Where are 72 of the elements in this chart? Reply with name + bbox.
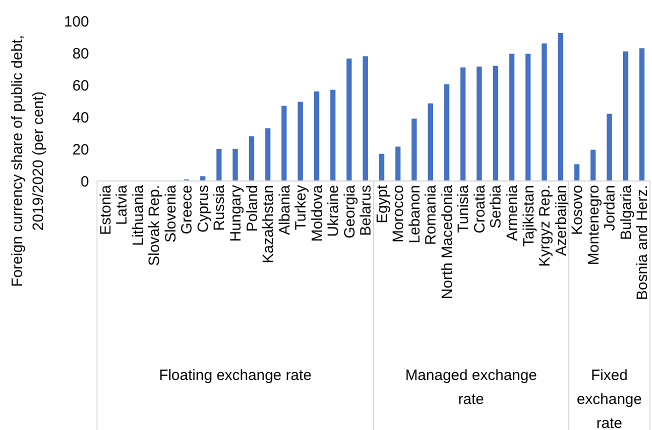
bar [558,33,564,181]
y-tick-label: 40 [72,109,89,126]
x-tick-label: Romania [422,184,440,246]
bar [639,48,644,181]
x-tick-label: Russia [211,184,228,231]
bar [444,84,450,181]
y-tick-label: 20 [72,141,89,158]
bar [281,106,287,181]
x-tick-label: Turkey [292,184,310,230]
x-tick-label: Cyprus [194,185,212,233]
text: Managed exchange rate [405,367,537,408]
bar [232,149,238,181]
bar [395,146,400,181]
bar [362,56,368,181]
y-tick-label: 60 [72,77,89,94]
bar [346,58,352,181]
x-tick-label: Hungary [228,184,244,242]
x-tick-label: Tunisia [455,184,472,233]
x-tick-label: Slovak Rep. [146,185,164,266]
bar [509,54,514,181]
x-tick-label: Georgia [341,184,358,238]
bar [265,128,270,181]
x-tick-label: Slovenia [162,184,180,243]
x-tick-label: Poland [244,185,261,232]
text: Floating exchange rate [158,367,312,384]
bar [216,149,222,181]
x-tick-label: Latvia [114,184,131,226]
bar [542,43,547,181]
y-tick-label: 100 [64,13,89,30]
bar [623,51,628,181]
text: Fixed exchange rate [576,367,642,430]
bar [590,150,596,181]
x-tick-label: Jordan [602,185,619,231]
x-tick-label: Kazakhstan [260,185,278,264]
y-tick-label: 0 [80,173,89,190]
x-tick-label: Lebanon [406,185,424,244]
bar [314,91,320,181]
bar [330,90,336,181]
x-tick-label: Bulgaria [618,184,635,240]
x-tick-label: Greece [178,185,196,234]
x-tick-label: Serbia [488,184,505,228]
bar [248,136,254,181]
bar [200,176,206,181]
x-tick-label: Armenia [504,184,521,241]
x-tick-label: Albania [276,184,294,236]
bar [606,114,612,181]
bar [492,66,498,181]
y-axis-title: Foreign currency share of public debt, 2019/2020 (per cent) [9,35,47,287]
bar [460,67,466,181]
x-tick-label: Kyrgyz Rep. [536,185,554,267]
bar [298,102,303,181]
bar [428,103,434,181]
x-tick-label: North Macedonia [438,184,456,300]
x-tick-label: Moldova [308,184,326,242]
x-tick-label: Bosnia and Herz. [634,185,652,300]
x-tick-label: Estonia [97,184,114,236]
bar [525,54,531,181]
x-tick-label: Azerbaijan [552,185,570,256]
bar [476,66,482,181]
x-tick-label: Kosovo [569,185,586,236]
x-tick-label: Ukraine [325,185,342,237]
x-tick-label: Tajikistan [520,185,538,247]
x-tick-label: Belarus [358,185,375,236]
bar [412,118,417,181]
bar [379,154,384,181]
x-tick-label: Morocco [390,185,408,243]
x-tick-label: Egypt [374,184,391,224]
bar [574,164,580,181]
x-tick-label: Croatia [471,184,488,234]
x-tick-label: Montenegro [585,185,602,266]
y-tick-label: 80 [72,45,89,62]
x-tick-label: Lithuania [130,184,147,246]
